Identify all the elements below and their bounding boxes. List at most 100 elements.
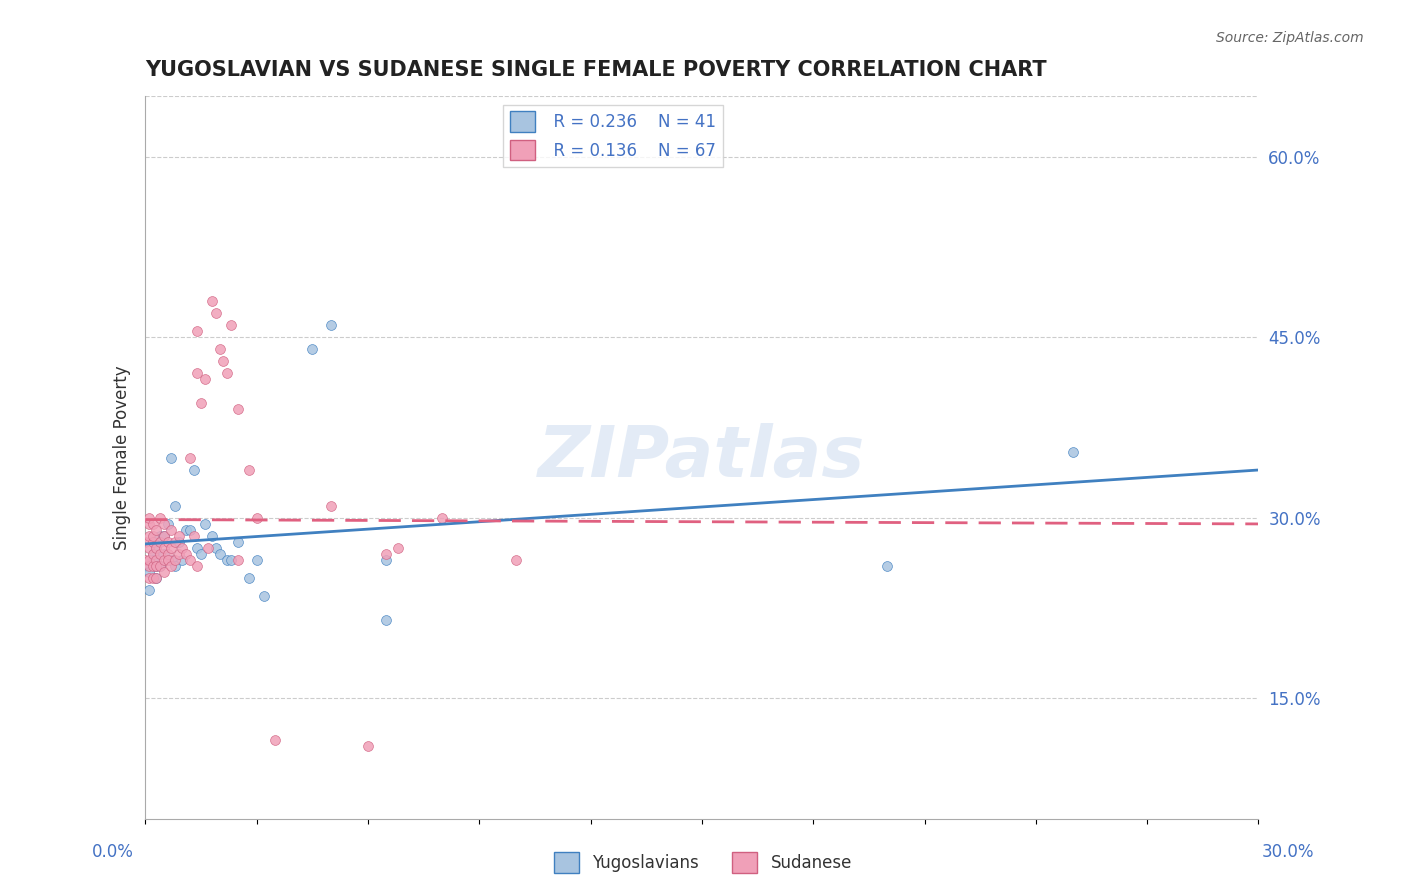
Point <box>145 571 167 585</box>
Point <box>138 529 160 543</box>
Point <box>160 553 183 567</box>
Point <box>226 534 249 549</box>
Point <box>238 462 260 476</box>
Point <box>134 558 156 573</box>
Point <box>138 541 160 555</box>
Point <box>145 541 167 555</box>
Point <box>142 529 165 543</box>
Legend:   R = 0.236    N = 41,   R = 0.136    N = 67: R = 0.236 N = 41, R = 0.136 N = 67 <box>503 104 723 167</box>
Point <box>1062 444 1084 458</box>
Point <box>149 510 172 524</box>
Point <box>375 547 398 561</box>
Text: 30.0%: 30.0% <box>1263 843 1315 861</box>
Point <box>387 541 409 555</box>
Point <box>876 558 898 573</box>
Y-axis label: Single Female Poverty: Single Female Poverty <box>114 365 131 549</box>
Point <box>505 553 527 567</box>
Point <box>172 541 194 555</box>
Point <box>138 510 160 524</box>
Point <box>153 529 176 543</box>
Point <box>253 589 276 603</box>
Point <box>145 553 167 567</box>
Point <box>142 553 165 567</box>
Point <box>163 558 186 573</box>
Point <box>138 558 160 573</box>
Point <box>215 553 238 567</box>
Point <box>145 571 167 585</box>
Point <box>319 499 342 513</box>
Point <box>246 553 269 567</box>
Point <box>319 318 342 332</box>
Point <box>138 582 160 597</box>
Legend: Yugoslavians, Sudanese: Yugoslavians, Sudanese <box>547 846 859 880</box>
Point <box>145 541 167 555</box>
Point <box>179 450 201 465</box>
Point <box>226 402 249 417</box>
Point <box>215 366 238 380</box>
Point <box>153 529 176 543</box>
Point <box>142 534 165 549</box>
Point <box>246 510 269 524</box>
Point <box>430 510 453 524</box>
Point <box>179 553 201 567</box>
Point <box>201 529 224 543</box>
Point <box>142 534 165 549</box>
Point <box>301 342 323 356</box>
Point <box>204 306 226 320</box>
Point <box>208 547 231 561</box>
Point <box>145 558 167 573</box>
Point <box>153 565 176 579</box>
Point <box>134 553 156 567</box>
Point <box>194 516 217 531</box>
Point <box>142 547 165 561</box>
Point <box>186 324 208 338</box>
Point <box>156 516 179 531</box>
Point <box>174 523 197 537</box>
Point <box>138 571 160 585</box>
Point <box>201 294 224 309</box>
Point <box>163 553 186 567</box>
Point <box>375 553 398 567</box>
Point <box>208 342 231 356</box>
Point <box>138 553 160 567</box>
Point <box>153 541 176 555</box>
Point <box>204 541 226 555</box>
Point <box>167 547 190 561</box>
Point <box>153 547 176 561</box>
Point <box>156 547 179 561</box>
Point <box>186 541 208 555</box>
Point <box>149 534 172 549</box>
Point <box>226 553 249 567</box>
Point <box>163 534 186 549</box>
Point <box>167 529 190 543</box>
Point <box>153 553 176 567</box>
Point <box>375 613 398 627</box>
Point <box>172 553 194 567</box>
Point <box>183 462 205 476</box>
Point <box>219 553 242 567</box>
Point <box>138 516 160 531</box>
Point <box>163 499 186 513</box>
Point <box>142 516 165 531</box>
Point <box>264 733 287 747</box>
Point <box>357 739 380 754</box>
Point <box>212 354 235 368</box>
Point <box>149 529 172 543</box>
Point <box>149 547 172 561</box>
Point <box>142 571 165 585</box>
Point <box>194 372 217 386</box>
Point <box>142 547 165 561</box>
Point <box>167 534 190 549</box>
Text: ZIPatlas: ZIPatlas <box>538 423 866 492</box>
Point <box>183 529 205 543</box>
Point <box>156 553 179 567</box>
Point <box>134 534 156 549</box>
Point <box>197 541 219 555</box>
Point <box>190 547 212 561</box>
Point <box>160 541 183 555</box>
Point <box>153 516 176 531</box>
Point <box>186 558 208 573</box>
Point <box>145 523 167 537</box>
Point <box>190 396 212 410</box>
Point <box>149 558 172 573</box>
